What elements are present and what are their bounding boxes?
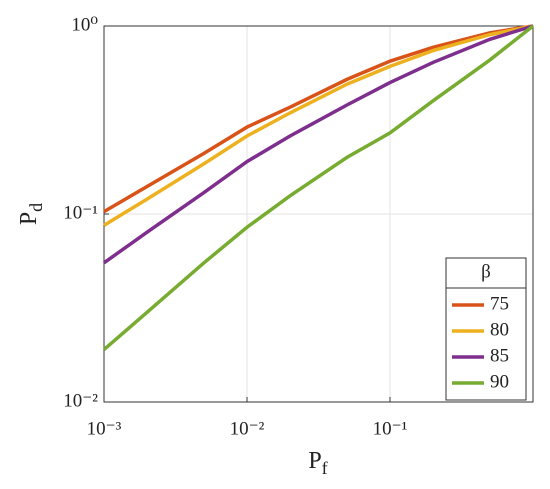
y-tick-label: 10⁰: [71, 14, 98, 35]
y-tick-label: 10⁻¹: [63, 202, 98, 223]
y-axis-label-sub: d: [26, 203, 46, 212]
x-tick-label: 10⁻¹: [373, 418, 408, 439]
legend-label: 90: [490, 371, 509, 392]
legend-label: 75: [490, 293, 509, 314]
x-axis-label-sub: f: [322, 458, 328, 478]
legend-label: 80: [490, 319, 509, 340]
series-line: [103, 24, 534, 214]
series-line: [103, 24, 534, 227]
y-tick-label: 10⁻²: [63, 390, 98, 411]
plot-frame: [103, 25, 534, 403]
x-axis-label-main: P: [308, 448, 321, 474]
x-axis-label: Pf: [308, 448, 327, 479]
legend-label: 85: [490, 345, 509, 366]
y-axis-label-main: P: [16, 212, 42, 225]
legend-box: [445, 257, 527, 401]
x-tick-label: 10⁻³: [87, 418, 122, 439]
legend-title: β: [481, 261, 491, 282]
series-line: [102, 24, 535, 351]
series-line: [102, 24, 534, 265]
x-tick-label: 10⁻²: [230, 418, 265, 439]
y-axis-label: Pd: [16, 203, 47, 225]
